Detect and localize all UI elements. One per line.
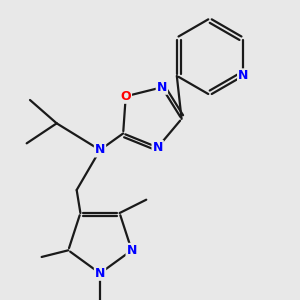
Text: N: N bbox=[127, 244, 137, 257]
Text: O: O bbox=[120, 90, 131, 103]
Text: N: N bbox=[157, 81, 167, 94]
Text: N: N bbox=[238, 69, 248, 82]
Text: N: N bbox=[95, 267, 105, 280]
Text: N: N bbox=[152, 141, 163, 154]
Text: N: N bbox=[95, 143, 105, 157]
